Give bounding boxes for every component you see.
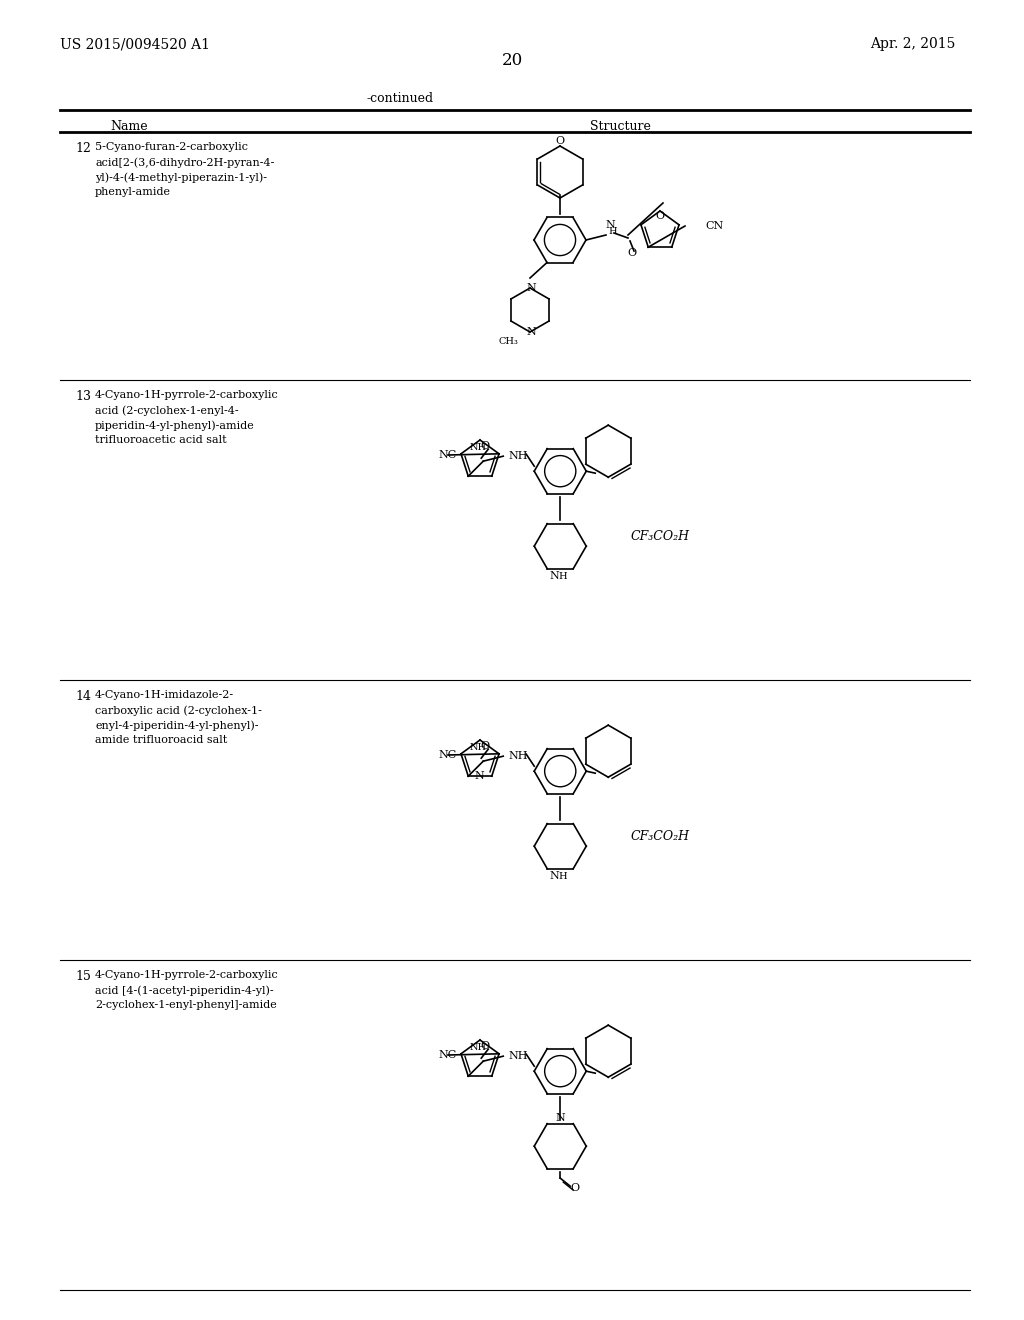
Text: phenyl-amide: phenyl-amide xyxy=(95,187,171,197)
Text: acid (2-cyclohex-1-enyl-4-: acid (2-cyclohex-1-enyl-4- xyxy=(95,405,239,416)
Text: 4-Cyano-1H-pyrrole-2-carboxylic: 4-Cyano-1H-pyrrole-2-carboxylic xyxy=(95,389,279,400)
Text: O: O xyxy=(555,136,564,147)
Text: CH₃: CH₃ xyxy=(498,338,518,346)
Text: 12: 12 xyxy=(75,143,91,154)
Text: 13: 13 xyxy=(75,389,91,403)
Text: 5-Cyano-furan-2-carboxylic: 5-Cyano-furan-2-carboxylic xyxy=(95,143,248,152)
Text: 20: 20 xyxy=(502,51,522,69)
Text: 2-cyclohex-1-enyl-phenyl]-amide: 2-cyclohex-1-enyl-phenyl]-amide xyxy=(95,1001,276,1010)
Text: 14: 14 xyxy=(75,690,91,704)
Text: N: N xyxy=(526,327,536,337)
Text: O: O xyxy=(480,1041,489,1051)
Text: -continued: -continued xyxy=(367,92,433,106)
Text: NH: NH xyxy=(508,1051,527,1061)
Text: NC: NC xyxy=(438,1049,457,1060)
Text: 4-Cyano-1H-pyrrole-2-carboxylic: 4-Cyano-1H-pyrrole-2-carboxylic xyxy=(95,970,279,979)
Text: N: N xyxy=(555,1113,565,1123)
Text: NC: NC xyxy=(438,750,457,760)
Text: carboxylic acid (2-cyclohex-1-: carboxylic acid (2-cyclohex-1- xyxy=(95,705,262,715)
Text: NH: NH xyxy=(508,751,527,762)
Text: NH: NH xyxy=(508,451,527,461)
Text: N: N xyxy=(549,572,559,581)
Text: acid [4-(1-acetyl-piperidin-4-yl)-: acid [4-(1-acetyl-piperidin-4-yl)- xyxy=(95,985,273,995)
Text: O: O xyxy=(570,1183,580,1193)
Text: CF₃CO₂H: CF₃CO₂H xyxy=(630,529,689,543)
Text: O: O xyxy=(480,742,489,751)
Text: N: N xyxy=(605,220,614,230)
Text: 4-Cyano-1H-imidazole-2-: 4-Cyano-1H-imidazole-2- xyxy=(95,690,234,700)
Text: O: O xyxy=(480,441,489,451)
Text: acid[2-(3,6-dihydro-2H-pyran-4-: acid[2-(3,6-dihydro-2H-pyran-4- xyxy=(95,157,274,168)
Text: piperidin-4-yl-phenyl)-amide: piperidin-4-yl-phenyl)-amide xyxy=(95,420,255,430)
Text: Apr. 2, 2015: Apr. 2, 2015 xyxy=(870,37,955,51)
Text: NH: NH xyxy=(469,444,486,453)
Text: H: H xyxy=(608,227,616,236)
Text: N: N xyxy=(474,771,483,781)
Text: enyl-4-piperidin-4-yl-phenyl)-: enyl-4-piperidin-4-yl-phenyl)- xyxy=(95,719,258,730)
Text: O: O xyxy=(655,211,665,220)
Text: O: O xyxy=(628,248,637,257)
Text: N: N xyxy=(526,282,536,293)
Text: amide trifluoroacid salt: amide trifluoroacid salt xyxy=(95,735,227,744)
Text: N: N xyxy=(549,871,559,882)
Text: H: H xyxy=(558,572,566,581)
Text: NH: NH xyxy=(469,1044,486,1052)
Text: US 2015/0094520 A1: US 2015/0094520 A1 xyxy=(60,37,210,51)
Text: trifluoroacetic acid salt: trifluoroacetic acid salt xyxy=(95,436,226,445)
Text: H: H xyxy=(558,871,566,880)
Text: CN: CN xyxy=(705,220,723,231)
Text: 15: 15 xyxy=(75,970,91,983)
Text: NH: NH xyxy=(469,743,486,752)
Text: CF₃CO₂H: CF₃CO₂H xyxy=(630,830,689,842)
Text: NC: NC xyxy=(438,450,457,459)
Text: Name: Name xyxy=(110,120,147,133)
Text: yl)-4-(4-methyl-piperazin-1-yl)-: yl)-4-(4-methyl-piperazin-1-yl)- xyxy=(95,172,267,182)
Text: Structure: Structure xyxy=(590,120,650,133)
